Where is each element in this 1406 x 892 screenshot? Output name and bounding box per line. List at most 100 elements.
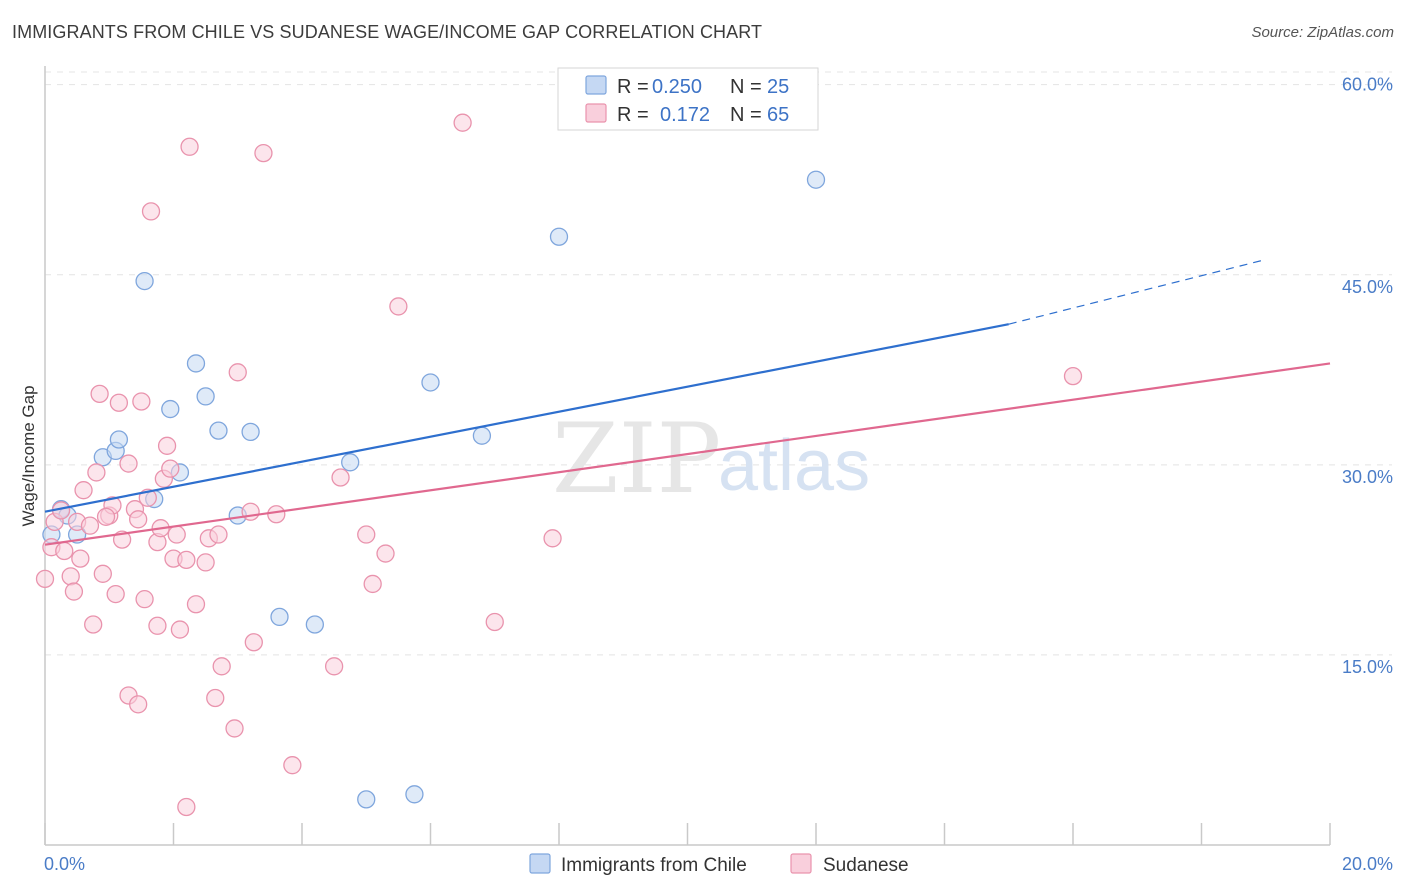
y-tick-labels: 15.0% 30.0% 45.0% 60.0% bbox=[1342, 75, 1393, 677]
sudanese-point-54 bbox=[331, 468, 350, 487]
y-tick-label-1: 30.0% bbox=[1342, 467, 1393, 487]
sudanese-point-36 bbox=[170, 620, 190, 639]
chile-point-21 bbox=[421, 373, 440, 392]
series-legend-label-sudanese: Sudanese bbox=[823, 855, 909, 876]
sudanese-point-28 bbox=[141, 202, 161, 221]
legend-n-label-chile: N = bbox=[730, 76, 762, 98]
series-legend: Immigrants from Chile Sudanese bbox=[529, 853, 909, 876]
sudanese-point-45 bbox=[212, 657, 231, 676]
x-tick-label-1: 20.0% bbox=[1342, 854, 1393, 874]
grid-lines bbox=[45, 71, 1392, 656]
sudanese-point-48 bbox=[241, 502, 260, 521]
series-legend-swatch-chile bbox=[529, 853, 551, 874]
sudanese-point-37 bbox=[177, 550, 196, 570]
sudanese-point-23 bbox=[129, 510, 148, 529]
sudanese-point-39 bbox=[180, 137, 199, 156]
sudanese-point-62 bbox=[1063, 366, 1083, 386]
sudanese-point-51 bbox=[267, 505, 286, 524]
sudanese-point-41 bbox=[196, 553, 215, 572]
sudanese-point-13 bbox=[90, 384, 109, 404]
sudanese-point-49 bbox=[244, 633, 263, 652]
sudanese-point-44 bbox=[209, 525, 228, 544]
sudanese-point-4 bbox=[55, 541, 74, 561]
sudanese-point-46 bbox=[225, 719, 244, 738]
chile-point-22 bbox=[472, 426, 492, 445]
sudanese-point-18 bbox=[109, 393, 129, 412]
x-tick-labels: 0.0% 20.0% bbox=[44, 854, 1393, 874]
sudanese-point-60 bbox=[485, 612, 504, 632]
legend: R = 0.250 N = 25 R = 0.172 N = 65 bbox=[557, 67, 819, 131]
sudanese-point-9 bbox=[74, 481, 93, 500]
series-legend-swatch-sudanese bbox=[790, 853, 812, 874]
legend-n-label-sudanese: N = bbox=[730, 104, 762, 126]
chile-point-23 bbox=[549, 227, 569, 246]
watermark-zip: ZIP bbox=[552, 403, 721, 515]
sudanese-point-11 bbox=[84, 615, 103, 634]
chile-point-24 bbox=[806, 170, 826, 189]
chile-point-17 bbox=[305, 615, 325, 634]
trend-line-sudanese bbox=[44, 362, 1331, 546]
sudanese-point-38 bbox=[177, 797, 196, 817]
legend-swatch-sudanese bbox=[585, 103, 607, 123]
chile-point-16 bbox=[270, 607, 289, 627]
sudanese-point-52 bbox=[283, 756, 302, 775]
sudanese-point-32 bbox=[157, 436, 177, 455]
chile-point-19 bbox=[357, 790, 376, 809]
sudanese-point-26 bbox=[135, 590, 154, 609]
sudanese-point-50 bbox=[254, 143, 273, 163]
chile-point-7 bbox=[135, 271, 154, 291]
y-tick-label-2: 45.0% bbox=[1342, 277, 1393, 297]
chile-point-13 bbox=[209, 421, 228, 440]
sudanese-point-57 bbox=[376, 544, 395, 563]
sudanese-point-20 bbox=[119, 454, 138, 473]
legend-r-value-chile: 0.250 bbox=[652, 76, 702, 98]
y-tick-label-0: 15.0% bbox=[1342, 657, 1393, 677]
sudanese-point-24 bbox=[129, 695, 148, 714]
chile-point-15 bbox=[241, 422, 260, 442]
sudanese-point-33 bbox=[161, 459, 180, 478]
sudanese-point-53 bbox=[324, 657, 344, 676]
sudanese-point-0 bbox=[35, 569, 55, 589]
sudanese-point-61 bbox=[543, 529, 562, 548]
chile-point-9 bbox=[161, 399, 180, 419]
chile-point-11 bbox=[186, 354, 206, 373]
series-legend-label-chile: Immigrants from Chile bbox=[561, 855, 747, 876]
sudanese-point-35 bbox=[167, 525, 186, 544]
legend-n-value-chile: 25 bbox=[767, 76, 789, 98]
x-tick-label-0: 0.0% bbox=[44, 854, 85, 874]
chile-point-18 bbox=[341, 453, 360, 472]
y-axis-label: Wage/Income Gap bbox=[19, 385, 38, 526]
sudanese-point-17 bbox=[106, 584, 125, 604]
y-tick-label-3: 60.0% bbox=[1342, 75, 1393, 95]
sudanese-point-59 bbox=[453, 113, 472, 132]
legend-swatch-chile bbox=[585, 75, 607, 95]
sudanese-point-30 bbox=[148, 616, 167, 635]
sudanese-point-58 bbox=[389, 297, 408, 316]
sudanese-point-56 bbox=[363, 574, 382, 594]
sudanese-point-25 bbox=[132, 392, 151, 411]
chart-title: IMMIGRANTS FROM CHILE VS SUDANESE WAGE/I… bbox=[12, 22, 763, 42]
legend-n-value-sudanese: 65 bbox=[767, 104, 789, 126]
sudanese-point-43 bbox=[206, 688, 225, 708]
sudanese-point-14 bbox=[93, 564, 112, 583]
legend-r-label-chile: R = bbox=[617, 76, 649, 98]
sudanese-point-5 bbox=[61, 567, 80, 586]
watermark: ZIP atlas bbox=[552, 403, 870, 515]
sudanese-point-64 bbox=[96, 507, 116, 526]
trend-lines bbox=[44, 258, 1331, 546]
chile-point-20 bbox=[405, 785, 424, 804]
chile-point-6 bbox=[109, 430, 129, 449]
sudanese-point-6 bbox=[64, 582, 84, 601]
sudanese-point-8 bbox=[71, 549, 90, 568]
chile-point-12 bbox=[196, 387, 215, 406]
sudanese-point-55 bbox=[357, 525, 376, 544]
chart-source: Source: ZipAtlas.com bbox=[1251, 24, 1394, 41]
sudanese-point-40 bbox=[186, 595, 206, 614]
legend-r-label-sudanese: R = bbox=[617, 104, 649, 126]
sudanese-point-10 bbox=[80, 516, 100, 535]
trend-line-chile bbox=[44, 323, 1009, 513]
legend-r-value-sudanese: 0.172 bbox=[660, 104, 710, 126]
trend-line-chile-extension bbox=[1008, 258, 1266, 325]
sudanese-point-12 bbox=[87, 463, 106, 482]
